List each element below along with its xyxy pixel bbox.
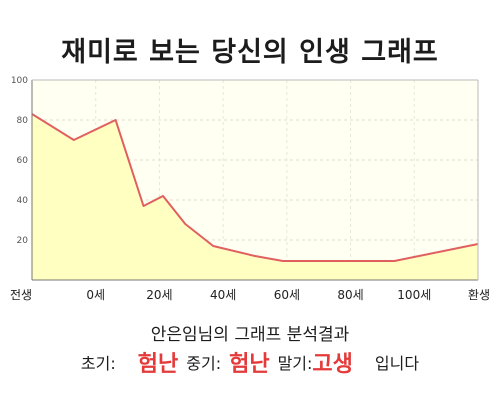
chart-title: 재미로 보는 당신의 인생 그래프 <box>61 37 439 68</box>
x-tick-label: 40세 <box>210 288 236 302</box>
late-value: 고생 <box>312 352 353 377</box>
middle-value: 험난 <box>229 352 270 377</box>
x-tick-label: 20세 <box>146 288 172 302</box>
y-tick-label: 20 <box>17 236 29 246</box>
ending-text: 입니다 <box>374 354 420 373</box>
middle-label: 중기: <box>186 354 222 373</box>
analysis-result: 초기: 험난 중기: 험난 말기:고생 입니다 <box>0 346 500 378</box>
y-tick-label: 80 <box>17 116 29 126</box>
x-tick-label: 60세 <box>274 288 300 302</box>
area-fill <box>32 114 478 280</box>
y-tick-label: 100 <box>11 76 28 86</box>
x-tick-label: 100세 <box>397 288 431 302</box>
x-tick-label: 80세 <box>337 288 363 302</box>
early-value: 험난 <box>137 352 179 377</box>
early-label: 초기: <box>80 354 116 373</box>
x-tick-label: 환생 <box>468 288 490 302</box>
life-graph-chart: 20 40 60 80 100 전생 0세 20세 40세 60세 80세 100세 환생 <box>10 76 490 302</box>
life-line <box>31 113 479 262</box>
x-tick-label: 0세 <box>86 288 105 302</box>
analysis-title: 안은임님의 그래프 분석결과 <box>150 325 350 345</box>
late-label: 말기: <box>277 354 313 373</box>
x-tick-label: 전생 <box>10 288 32 302</box>
y-tick-label: 40 <box>17 196 29 206</box>
y-tick-label: 60 <box>17 156 29 166</box>
